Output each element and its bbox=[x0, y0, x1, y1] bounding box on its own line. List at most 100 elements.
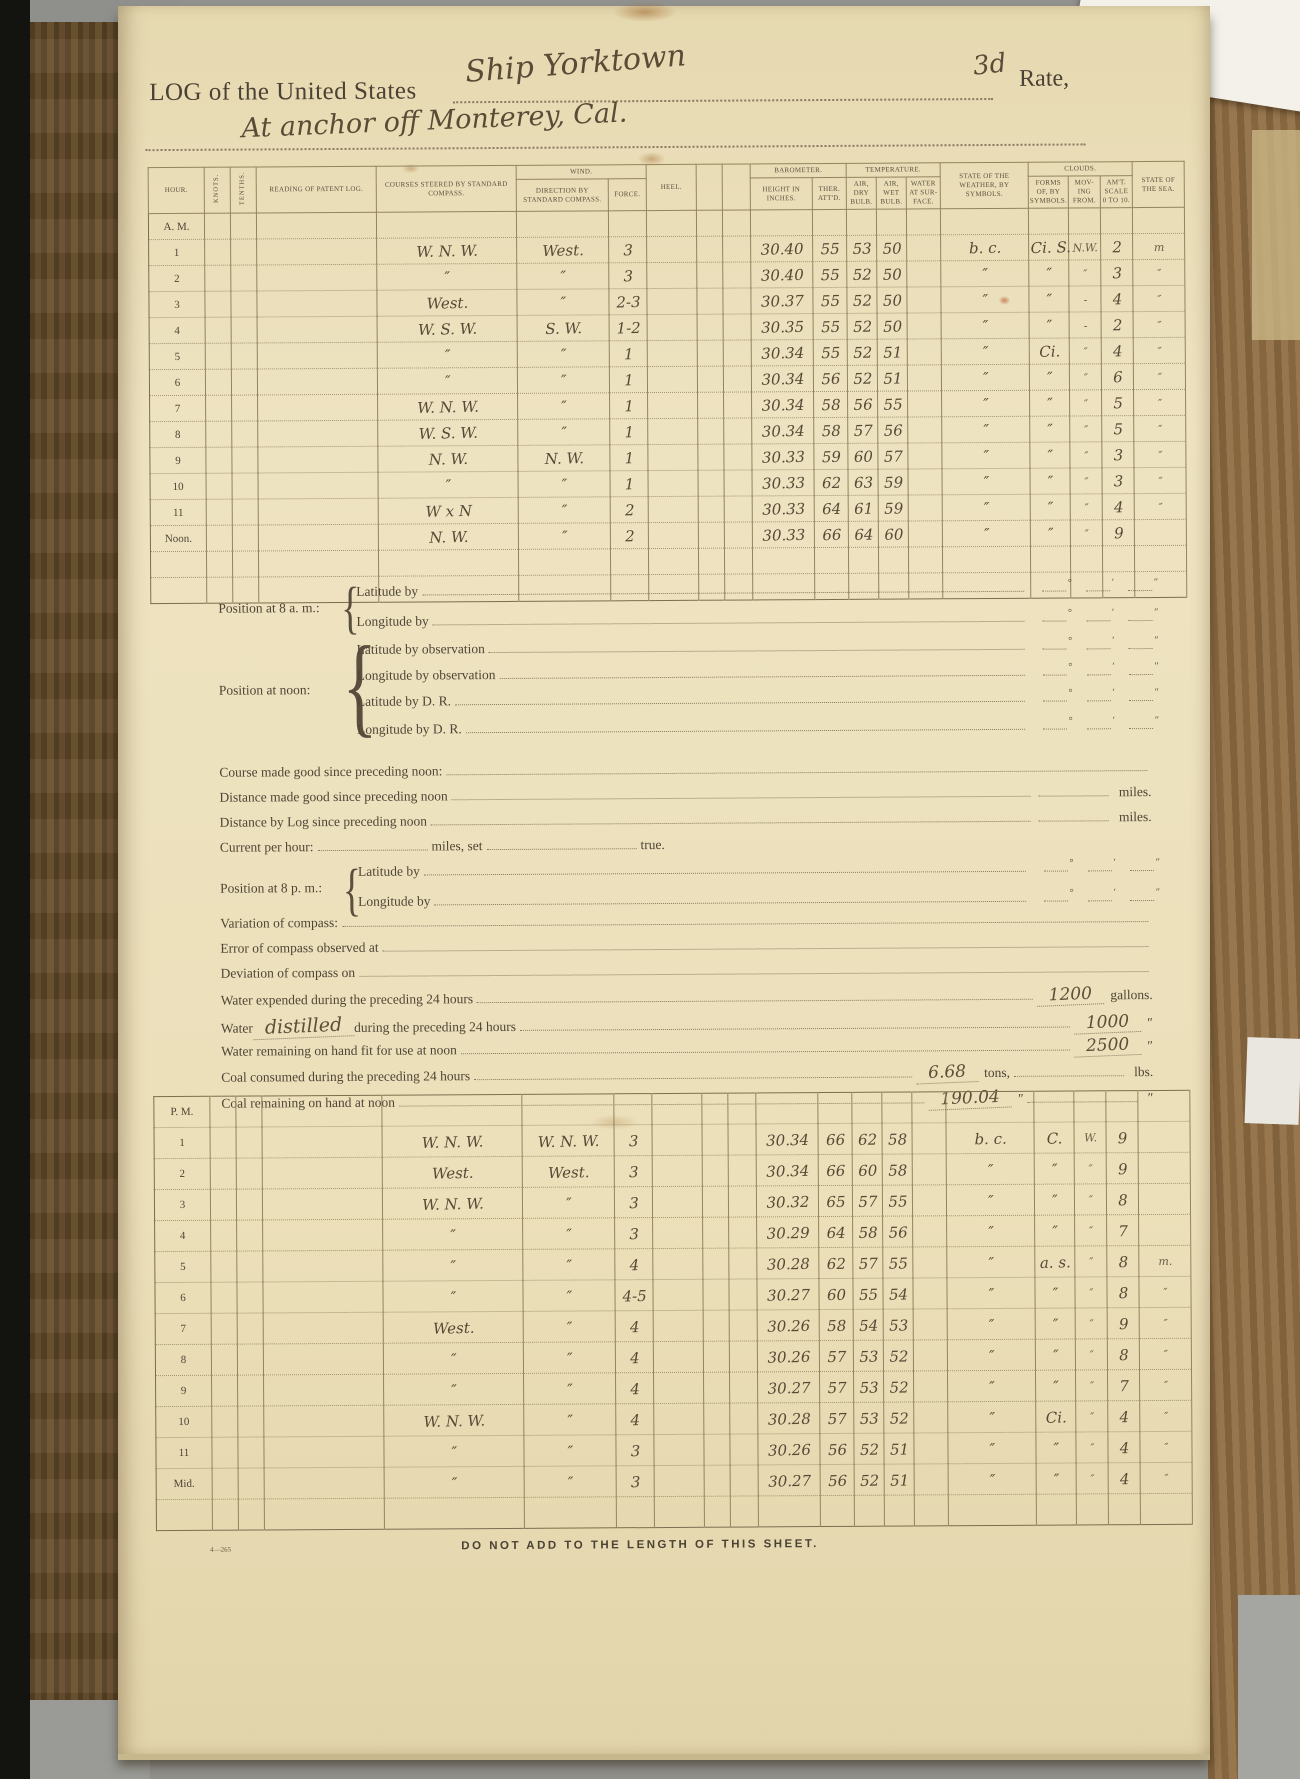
cell-patent-log bbox=[256, 264, 377, 292]
cell-cloud-moving: ″ bbox=[1075, 1462, 1109, 1495]
cell-water-surface bbox=[914, 1494, 949, 1526]
cell-cloud-forms: ″ bbox=[1034, 1307, 1076, 1340]
cell-cloud-moving: - bbox=[1068, 285, 1102, 313]
cell-sea-state: ″ bbox=[1133, 441, 1187, 469]
cell-wind-force: 1 bbox=[609, 392, 648, 420]
cell-wind-force: 3 bbox=[608, 262, 648, 290]
cell-knots bbox=[210, 1282, 238, 1314]
cell-knots bbox=[211, 1344, 238, 1376]
cell-cloud-amount: 4 bbox=[1107, 1462, 1141, 1495]
cell-blank-2 bbox=[723, 444, 752, 471]
distance-by-log-line: Distance by Log since preceding noon mil… bbox=[220, 809, 1152, 831]
cell-course-steered: ″ bbox=[383, 1434, 525, 1469]
cell-ther-attd: 56 bbox=[819, 1464, 855, 1496]
cell-hour: 3 bbox=[154, 1189, 211, 1221]
column-blank-1 bbox=[696, 164, 723, 211]
cell-sea-state: ″ bbox=[1133, 415, 1187, 443]
miles-set-label: miles, set bbox=[431, 838, 483, 854]
cell-ther-attd: 55 bbox=[812, 261, 848, 289]
cell-hour: 11 bbox=[155, 1437, 213, 1469]
cell-air-wet-bulb: 53 bbox=[882, 1308, 914, 1341]
cell-cloud-moving bbox=[1070, 545, 1103, 573]
cell-blank-2 bbox=[728, 1154, 757, 1187]
ditto-unit: ″ bbox=[1147, 1015, 1153, 1031]
position-8am-label: Position at 8 a. m.: bbox=[218, 600, 320, 616]
cell-cloud-moving: ″ bbox=[1068, 259, 1102, 287]
cell-cloud-forms: ″ bbox=[1033, 1152, 1075, 1185]
cell-ther-attd: 64 bbox=[813, 495, 849, 523]
log-row: 5 ″ ″ 4 30.28 62 57 55 ″ a. s. ″ 8 m. bbox=[154, 1244, 1192, 1283]
current-per-hour-line: Current per hour: miles, set true. bbox=[220, 834, 1152, 856]
cell-tenths bbox=[236, 1281, 264, 1314]
cell-ther-attd: 57 bbox=[819, 1340, 854, 1372]
second-blank bbox=[1129, 860, 1154, 872]
field-label: Deviation of compass on bbox=[220, 964, 356, 981]
miles-unit: miles. bbox=[1118, 784, 1152, 800]
cell-knots bbox=[205, 447, 233, 474]
cell-wind-force: 3 bbox=[613, 1124, 653, 1157]
minute-mark: ′ bbox=[1111, 607, 1115, 619]
cell-sea-state: ″ bbox=[1138, 1275, 1192, 1309]
minute-mark: ′ bbox=[1112, 715, 1115, 727]
cell-tenths bbox=[232, 525, 259, 552]
cell-wind-direction: ″ bbox=[522, 1279, 616, 1313]
dotted-leader bbox=[519, 1015, 1071, 1031]
cell-course-steered: West. bbox=[376, 288, 518, 318]
cell-blank-2 bbox=[723, 392, 752, 419]
cell-heel bbox=[652, 1279, 704, 1311]
cell-patent-log bbox=[262, 1250, 383, 1282]
second-blank bbox=[1128, 664, 1153, 676]
cell-wind-force: 1 bbox=[609, 418, 649, 446]
degree-mark: ° bbox=[1069, 857, 1074, 869]
cell-barometer-height: 30.32 bbox=[756, 1185, 819, 1218]
water-expended-value-handwritten: 1200 bbox=[1036, 983, 1105, 1007]
cell-wind-direction: ″ bbox=[523, 1341, 616, 1375]
coal-consumed-value-handwritten: 6.68 bbox=[915, 1061, 979, 1085]
cell-cloud-forms: ″ bbox=[1034, 1276, 1076, 1309]
cell-blank-1 bbox=[696, 262, 723, 289]
cell-water-surface bbox=[914, 1463, 949, 1495]
cell-air-wet-bulb: 52 bbox=[883, 1401, 915, 1434]
cell-blank-2 bbox=[729, 1433, 759, 1466]
cell-sea-state bbox=[1134, 519, 1187, 547]
minute-blank bbox=[1087, 860, 1112, 872]
cell-air-dry-bulb: 52 bbox=[853, 1463, 885, 1496]
cell-wind-force: 4 bbox=[615, 1341, 654, 1374]
lbs-unit: lbs. bbox=[1133, 1064, 1154, 1080]
cell-ther-attd: 57 bbox=[819, 1371, 854, 1403]
cell-cloud-amount: 4 bbox=[1107, 1431, 1141, 1464]
cell-sea-state bbox=[1138, 1213, 1192, 1247]
second-blank bbox=[1128, 638, 1153, 650]
log-row: 1 W. N. W. W. N. W. 3 30.34 66 62 58 b. … bbox=[154, 1120, 1191, 1159]
cell-course-steered: ″ bbox=[377, 340, 518, 370]
cell-heel bbox=[652, 1217, 703, 1249]
cell-course-steered bbox=[384, 1496, 525, 1531]
cell-cloud-moving: ″ bbox=[1074, 1276, 1108, 1309]
cell-patent-log bbox=[257, 342, 378, 370]
cell-course-steered: ″ bbox=[376, 262, 518, 292]
cell-blank-1 bbox=[703, 1341, 730, 1373]
dotted-leader bbox=[454, 689, 1025, 706]
cell-hour: 4 bbox=[154, 1220, 211, 1252]
cell-water-surface bbox=[906, 287, 942, 314]
cell-heel bbox=[647, 444, 699, 471]
cell-wind-direction: S. W. bbox=[516, 314, 610, 343]
column-blank-2 bbox=[722, 163, 751, 211]
cell-knots bbox=[205, 395, 232, 422]
cell-patent-log bbox=[262, 1281, 384, 1313]
column-cloud-moving: MOV- ING FROM. bbox=[1068, 175, 1101, 209]
cell-blank-1 bbox=[701, 1093, 728, 1125]
cell-weather-symbols bbox=[942, 545, 1031, 574]
position-noon-label: Position at noon: bbox=[218, 682, 311, 698]
cell-cloud-amount: 5 bbox=[1101, 415, 1135, 443]
cell-air-dry-bulb: 58 bbox=[852, 1215, 884, 1248]
cell-cloud-moving: ″ bbox=[1073, 1152, 1107, 1185]
cell-ther-attd: 58 bbox=[813, 417, 849, 445]
column-wind-force: FORCE. bbox=[608, 178, 647, 212]
cell-cloud-moving: - bbox=[1068, 311, 1102, 339]
field-label: Latitude by D. R. bbox=[356, 693, 452, 709]
cell-air-dry-bulb: 53 bbox=[853, 1401, 885, 1434]
cell-hour: P. M. bbox=[153, 1096, 211, 1128]
degree-mark: ° bbox=[1067, 577, 1072, 589]
column-air-dry: AIR, DRY BULB. bbox=[846, 177, 877, 210]
